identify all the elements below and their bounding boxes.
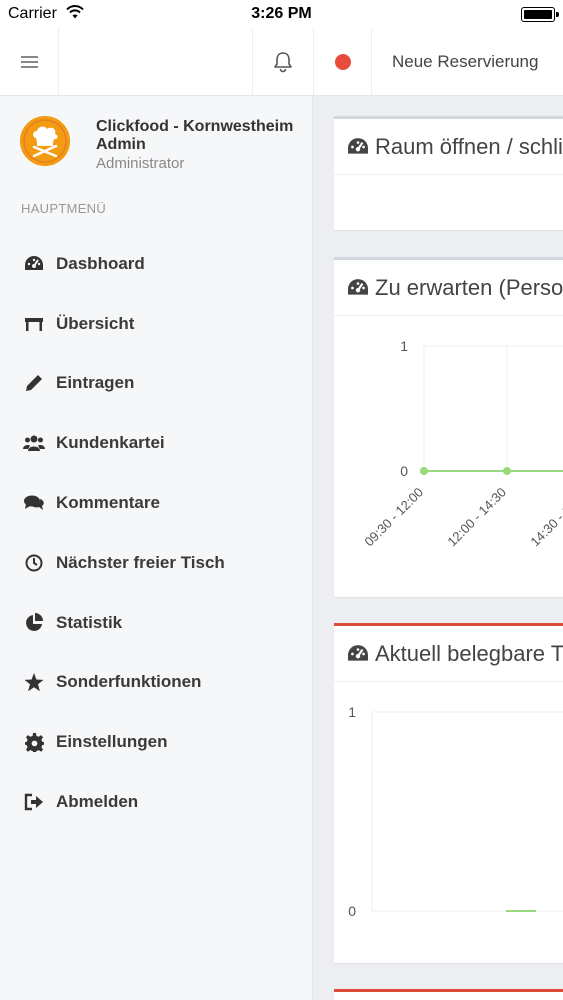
- chef-logo-icon: [20, 116, 70, 166]
- sign-out-icon: [23, 791, 45, 813]
- notifications-button[interactable]: [252, 28, 314, 96]
- expected-persons-chart: 0 1 09:30 - 12:00 12:00 - 14:30 14:30 - 17:0…: [361, 338, 563, 550]
- y-tick-label: 1: [400, 338, 408, 354]
- panel-available-tables: Aktuell belegbare Tische 01: [334, 623, 563, 963]
- star-icon: [23, 671, 45, 693]
- gear-icon: [23, 731, 45, 753]
- menu-item-label: Dasbhoard: [56, 253, 145, 273]
- x-tick-label: 12:00 - 14:30: [444, 485, 509, 550]
- menu-item-label: Eintragen: [56, 373, 135, 393]
- user-name-line2: Admin: [96, 136, 146, 153]
- top-navbar: Neue Reservierung: [0, 28, 563, 96]
- panel-title: Raum öffnen / schließen: [375, 133, 563, 159]
- menu-item-label: Übersicht: [56, 313, 135, 333]
- menu-item-logout[interactable]: Abmelden: [0, 772, 313, 832]
- bell-icon: [274, 52, 292, 73]
- clock-time: 3:26 PM: [251, 5, 312, 22]
- users-icon: [23, 432, 45, 454]
- bar: [506, 910, 536, 912]
- y-tick-label: 0: [400, 463, 408, 479]
- pie-chart-icon: [23, 612, 45, 634]
- y-tick-label: 1: [348, 704, 356, 720]
- comments-icon: [23, 492, 45, 514]
- panel-header: Zu erwarten (Personen): [334, 260, 563, 316]
- sidebar-toggle-button[interactable]: [0, 28, 59, 96]
- clock-icon: [23, 552, 45, 574]
- user-name: Clickfood - Kornwestheim: [96, 118, 294, 135]
- menu-item-statistics[interactable]: Statistik: [0, 593, 313, 653]
- menu-item-comments[interactable]: Kommentare: [0, 473, 313, 533]
- menu-item-settings[interactable]: Einstellungen: [0, 712, 313, 772]
- available-tables-chart: 01: [348, 704, 563, 919]
- y-tick-label: 0: [348, 903, 356, 919]
- status-dot: [334, 54, 351, 70]
- menu-item-special-functions[interactable]: Sonderfunktionen: [0, 653, 313, 713]
- panel-header: Aktuell belegbare Tische: [334, 626, 563, 682]
- main-menu: Dasbhoard Übersicht Eintragen Kundenkart…: [0, 234, 313, 832]
- new-reservation-link[interactable]: Neue Reservierung: [392, 52, 539, 71]
- menu-item-label: Sonderfunktionen: [56, 672, 202, 692]
- panel-header: Raum öffnen / schließen: [334, 119, 563, 175]
- panel-title: Zu erwarten (Personen): [375, 274, 563, 300]
- dashboard-icon: [346, 642, 370, 666]
- panel-title: Aktuell belegbare Tische: [375, 640, 563, 666]
- table-icon: [23, 313, 45, 335]
- battery-icon: [521, 7, 559, 22]
- status-indicator-button[interactable]: [314, 28, 372, 96]
- menu-item-next-free-table[interactable]: Nächster freier Tisch: [0, 533, 313, 593]
- menu-item-label: Kommentare: [56, 493, 160, 513]
- menu-item-overview[interactable]: Übersicht: [0, 294, 313, 354]
- carrier-label: Carrier: [8, 5, 57, 22]
- panel-room-open-close: Raum öffnen / schließen: [334, 116, 563, 230]
- dashboard-icon: [23, 253, 45, 275]
- pencil-icon: [23, 372, 45, 394]
- status-bar: Carrier 3:26 PM: [0, 0, 563, 28]
- panel-next: [334, 989, 563, 1000]
- data-point: [420, 467, 428, 475]
- wifi-icon: [66, 5, 84, 19]
- menu-header: HAUPTMENÜ: [21, 201, 107, 216]
- data-point: [503, 467, 511, 475]
- menu-item-label: Nächster freier Tisch: [56, 552, 225, 572]
- dashboard-icon: [346, 135, 370, 159]
- sidebar: Clickfood - Kornwestheim Admin Administr…: [0, 96, 313, 1000]
- x-tick-label: 09:30 - 12:00: [361, 485, 426, 550]
- user-role: Administrator: [96, 155, 185, 172]
- menu-item-label: Abmelden: [56, 792, 139, 812]
- panel-expected-persons: Zu erwarten (Personen) 0 1 09:30 - 12:00 12…: [334, 257, 563, 597]
- menu-item-entry[interactable]: Eintragen: [0, 354, 313, 414]
- menu-item-label: Kundenkartei: [56, 433, 165, 453]
- menu-item-dashboard[interactable]: Dasbhoard: [0, 234, 313, 294]
- hamburger-icon: [20, 53, 38, 71]
- menu-item-customers[interactable]: Kundenkartei: [0, 413, 313, 473]
- dashboard-icon: [346, 276, 370, 300]
- menu-item-label: Statistik: [56, 612, 123, 632]
- menu-item-label: Einstellungen: [56, 732, 168, 752]
- x-tick-label: 14:30 - 17:00: [527, 485, 563, 550]
- main-content: Raum öffnen / schließen Zu erwarten (Per…: [314, 96, 563, 1000]
- avatar: [20, 116, 70, 166]
